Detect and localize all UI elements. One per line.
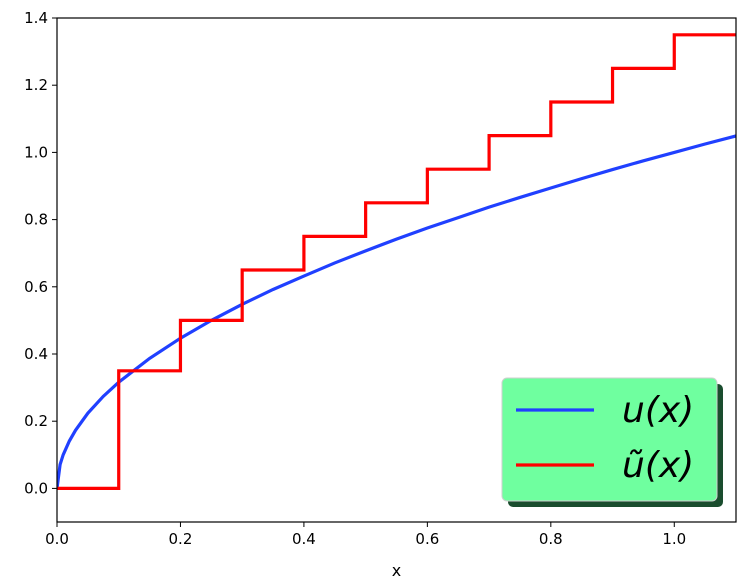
legend-label: ũ(x) — [622, 445, 694, 486]
y-tick-label: 1.4 — [24, 9, 48, 27]
y-tick-label: 1.2 — [24, 76, 48, 94]
y-tick-label: 0.2 — [24, 412, 48, 430]
x-axis-label: x — [392, 561, 401, 579]
x-tick-label: 1.0 — [662, 530, 686, 548]
x-tick-label: 0.6 — [415, 530, 439, 548]
x-tick-label: 0.8 — [539, 530, 563, 548]
y-tick-label: 0.4 — [24, 345, 48, 363]
x-tick-label: 0.4 — [292, 530, 316, 548]
legend: u(x) ũ(x) — [501, 377, 723, 507]
y-tick-label: 1.0 — [24, 143, 48, 161]
y-tick-label: 0.8 — [24, 211, 48, 229]
x-tick-label: 0.2 — [169, 530, 193, 548]
axes-frame — [56, 17, 737, 523]
ticks-layer: 0.0 0.2 0.4 0.6 0.8 1.0 0.0 0.2 0.4 0.6 0.8 1.0 1.2 1… — [24, 9, 686, 548]
series-line-u-tilde — [57, 33, 736, 490]
series-line-u — [57, 134, 736, 489]
y-tick-label: 0.6 — [24, 278, 48, 296]
y-tick-label: 0.0 — [24, 479, 48, 497]
x-tick-label: 0.0 — [45, 530, 69, 548]
legend-label: u(x) — [622, 390, 694, 431]
plot-area — [57, 33, 736, 490]
